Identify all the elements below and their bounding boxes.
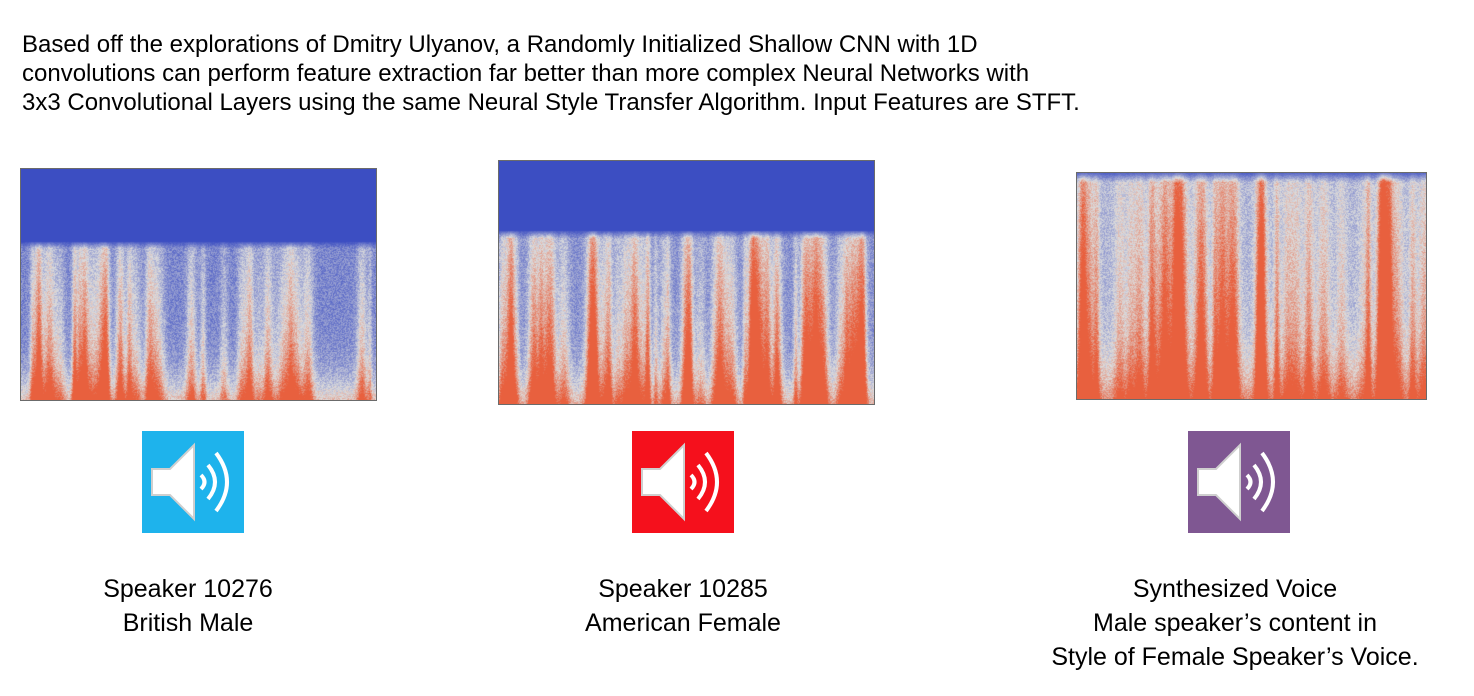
speaker-icon xyxy=(142,431,244,533)
intro-line-3: 3x3 Convolutional Layers using the same … xyxy=(22,89,1080,116)
voice-description-line-1: Male speaker’s content in xyxy=(1093,609,1377,637)
caption-synthesized-voice: Synthesized Voice Male speaker’s content… xyxy=(1030,572,1440,674)
speaker-description-label: American Female xyxy=(585,609,781,637)
synthesized-voice-spectrogram xyxy=(1076,172,1427,400)
voice-title-label: Synthesized Voice xyxy=(1132,575,1338,603)
speaker-icon xyxy=(632,431,734,533)
speaker-description-label: British Male xyxy=(122,609,254,637)
speaker-button-synthesized-voice[interactable] xyxy=(1188,431,1290,533)
british-male-spectrogram xyxy=(20,168,377,401)
intro-line-1: Based off the explorations of Dmitry Uly… xyxy=(22,31,978,58)
speaker-id-label: Speaker 10276 xyxy=(103,575,273,603)
speaker-button-american-female[interactable] xyxy=(632,431,734,533)
caption-british-male: Speaker 10276 British Male xyxy=(78,572,298,640)
speaker-button-british-male[interactable] xyxy=(142,431,244,533)
caption-american-female: Speaker 10285 American Female xyxy=(553,572,813,640)
american-female-spectrogram xyxy=(498,160,875,405)
speaker-id-label: Speaker 10285 xyxy=(598,575,768,603)
intro-text: Based off the explorations of Dmitry Uly… xyxy=(22,30,1222,117)
speaker-icon xyxy=(1188,431,1290,533)
voice-description-line-2: Style of Female Speaker’s Voice. xyxy=(1051,643,1419,671)
intro-line-2: convolutions can perform feature extract… xyxy=(22,60,1030,87)
